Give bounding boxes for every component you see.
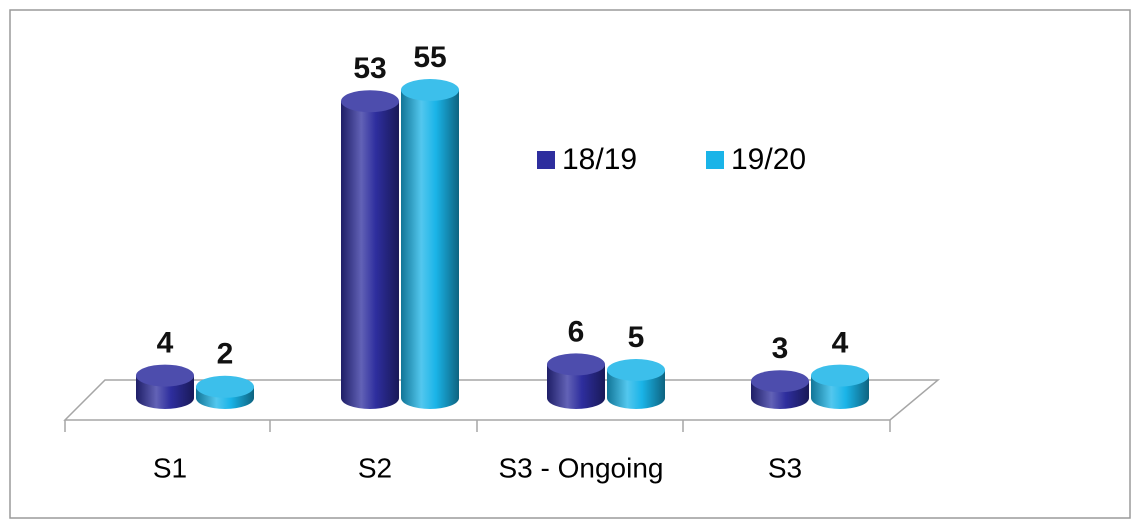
bar-top: [811, 364, 869, 387]
x-axis: [64, 420, 891, 432]
bar-top: [401, 79, 459, 101]
bar-top: [607, 359, 665, 381]
legend-label: 18/19: [562, 143, 637, 176]
data-label: 4: [157, 327, 174, 360]
bar-body: [547, 364, 605, 409]
bar: [136, 364, 194, 409]
bar-top: [136, 364, 194, 387]
data-label: 4: [832, 327, 849, 360]
data-label: 6: [568, 315, 585, 348]
data-label: 2: [217, 338, 234, 371]
bar-body: [401, 90, 459, 409]
bar: [401, 79, 459, 409]
data-label: 53: [353, 52, 386, 85]
bar-top: [341, 90, 399, 113]
bar: [341, 90, 399, 409]
x-tick-label: S2: [358, 452, 392, 483]
data-label: 55: [413, 41, 446, 74]
legend-swatch: [706, 151, 724, 169]
bar-top: [196, 375, 254, 398]
chart-border: [9, 9, 1131, 519]
bar: [811, 364, 869, 409]
x-tick-label: S3: [768, 452, 802, 483]
bar-top: [547, 353, 605, 376]
bar: [751, 370, 809, 409]
bar: [607, 359, 665, 409]
bar-body: [607, 370, 665, 409]
x-tick-label: S3 - Ongoing: [499, 452, 664, 483]
bar-body: [341, 101, 399, 409]
x-tick-label: S1: [153, 452, 187, 483]
legend-swatch: [537, 151, 555, 169]
legend-label: 19/20: [731, 143, 806, 176]
bar: [547, 353, 605, 409]
data-label: 3: [772, 332, 789, 365]
bar-top: [751, 370, 809, 393]
data-label: 5: [628, 321, 645, 354]
bar: [196, 375, 254, 409]
